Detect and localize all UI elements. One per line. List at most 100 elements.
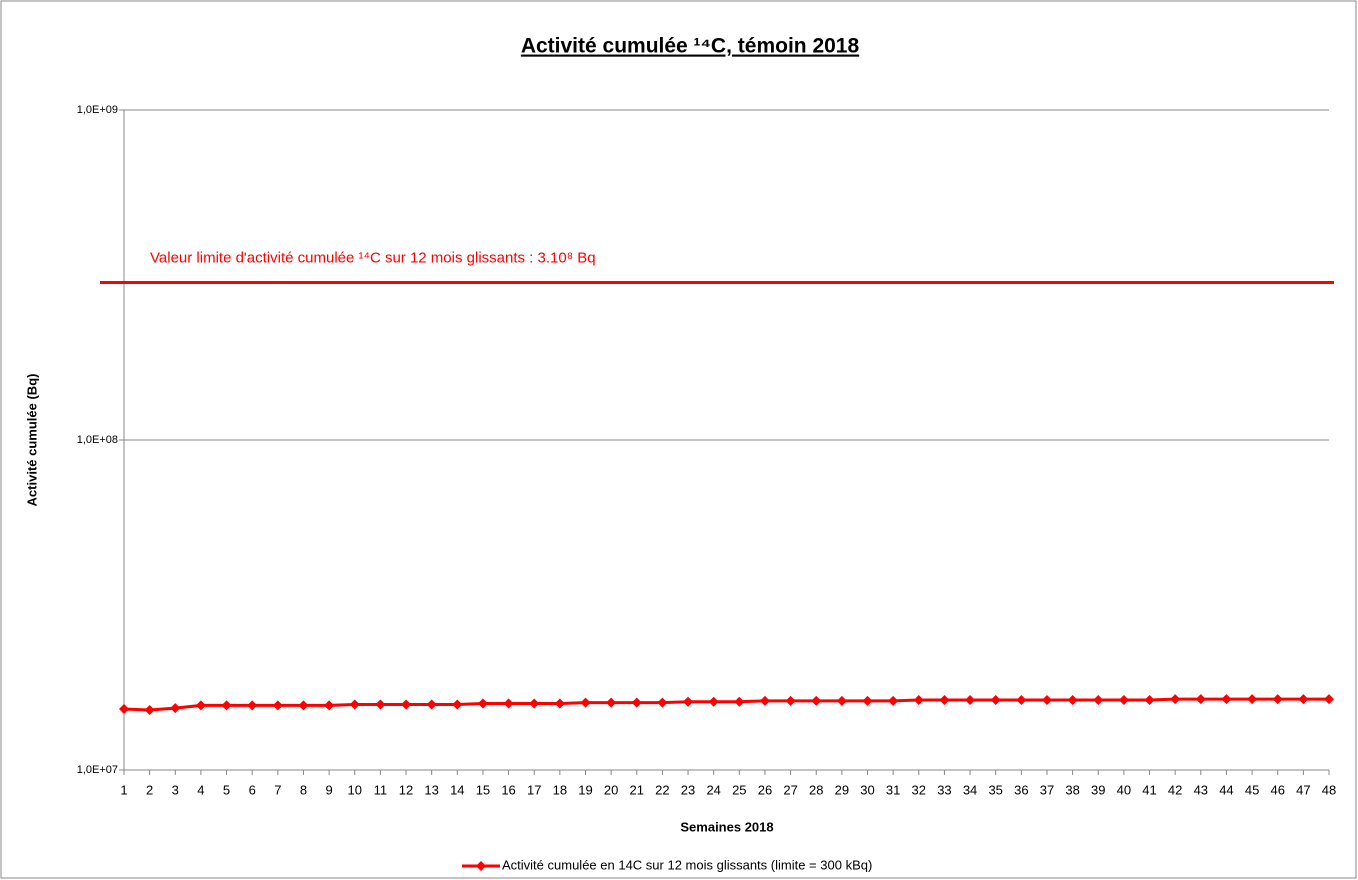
x-tick-label: 16 — [501, 782, 515, 797]
x-tick-label: 3 — [172, 782, 179, 797]
marker — [1272, 694, 1283, 705]
marker — [631, 697, 642, 708]
x-tick-label: 27 — [783, 782, 797, 797]
marker — [1093, 694, 1104, 705]
x-tick-label: 28 — [809, 782, 823, 797]
y-tick-label: 1,0E+09 — [77, 104, 118, 116]
x-tick-label: 4 — [197, 782, 204, 797]
marker — [1324, 694, 1334, 705]
x-tick-label: 46 — [1270, 782, 1284, 797]
marker — [119, 704, 129, 715]
x-tick-label: 39 — [1091, 782, 1105, 797]
x-tick-label: 15 — [476, 782, 490, 797]
marker — [1067, 694, 1078, 705]
marker — [144, 704, 155, 715]
x-tick-label: 25 — [732, 782, 746, 797]
marker — [683, 696, 694, 707]
marker — [1041, 694, 1052, 705]
x-tick-label: 22 — [655, 782, 669, 797]
marker — [888, 695, 899, 706]
marker — [529, 698, 540, 709]
x-tick-label: 32 — [912, 782, 926, 797]
marker — [939, 694, 950, 705]
x-tick-label: 6 — [249, 782, 256, 797]
y-tick-label: 1,0E+07 — [77, 764, 118, 776]
marker — [247, 700, 258, 711]
x-tick-label: 18 — [553, 782, 567, 797]
marker — [503, 698, 514, 709]
marker — [1247, 694, 1258, 705]
x-tick-label: 33 — [937, 782, 951, 797]
marker — [349, 699, 360, 710]
x-tick-label: 30 — [860, 782, 874, 797]
x-tick-label: 42 — [1168, 782, 1182, 797]
x-tick-label: 41 — [1142, 782, 1156, 797]
x-tick-label: 44 — [1219, 782, 1233, 797]
legend-label: Activité cumulée en 14C sur 12 mois glis… — [502, 857, 872, 872]
marker — [785, 695, 796, 706]
x-tick-label: 24 — [706, 782, 720, 797]
x-tick-label: 21 — [630, 782, 644, 797]
marker — [477, 698, 488, 709]
marker — [708, 696, 719, 707]
x-tick-label: 35 — [988, 782, 1002, 797]
marker — [734, 696, 745, 707]
marker — [298, 700, 309, 711]
legend-marker — [476, 861, 486, 871]
marker — [1195, 694, 1206, 705]
marker — [759, 695, 770, 706]
x-tick-label: 12 — [399, 782, 413, 797]
x-tick-label: 36 — [1014, 782, 1028, 797]
x-tick-label: 7 — [274, 782, 281, 797]
x-tick-label: 10 — [348, 782, 362, 797]
y-tick-label: 1,0E+08 — [77, 434, 118, 446]
x-tick-label: 13 — [424, 782, 438, 797]
x-tick-label: 34 — [963, 782, 977, 797]
marker — [580, 697, 591, 708]
x-tick-label: 9 — [325, 782, 332, 797]
marker — [657, 697, 668, 708]
marker — [811, 695, 822, 706]
marker — [1118, 694, 1129, 705]
marker — [913, 694, 924, 705]
marker — [862, 695, 873, 706]
marker — [272, 700, 283, 711]
x-axis-label: Semaines 2018 — [680, 819, 773, 834]
x-tick-label: 20 — [604, 782, 618, 797]
marker — [1144, 694, 1155, 705]
x-tick-label: 31 — [886, 782, 900, 797]
marker — [324, 700, 335, 711]
x-tick-label: 2 — [146, 782, 153, 797]
marker — [401, 699, 412, 710]
x-tick-label: 40 — [1117, 782, 1131, 797]
x-tick-label: 1 — [120, 782, 127, 797]
marker — [965, 694, 976, 705]
x-tick-label: 37 — [1040, 782, 1054, 797]
marker — [1298, 694, 1309, 705]
marker — [606, 697, 617, 708]
marker — [375, 699, 386, 710]
marker — [554, 698, 565, 709]
marker — [1016, 694, 1027, 705]
marker — [170, 703, 181, 714]
marker — [221, 700, 232, 711]
limit-label: Valeur limite d'activité cumulée ¹⁴C sur… — [150, 250, 596, 267]
x-tick-label: 11 — [374, 782, 388, 797]
x-tick-label: 43 — [1194, 782, 1208, 797]
x-tick-label: 38 — [1065, 782, 1079, 797]
x-tick-label: 19 — [578, 782, 592, 797]
x-tick-label: 17 — [527, 782, 541, 797]
x-tick-label: 26 — [758, 782, 772, 797]
marker — [1170, 694, 1181, 705]
marker — [195, 700, 206, 711]
marker — [990, 694, 1001, 705]
chart-title: Activité cumulée ¹⁴C, témoin 2018 — [521, 35, 860, 58]
marker — [1221, 694, 1232, 705]
x-tick-label: 48 — [1322, 782, 1336, 797]
x-tick-label: 45 — [1245, 782, 1259, 797]
marker — [452, 699, 463, 710]
x-tick-label: 23 — [681, 782, 695, 797]
x-tick-label: 14 — [450, 782, 464, 797]
marker — [836, 695, 847, 706]
